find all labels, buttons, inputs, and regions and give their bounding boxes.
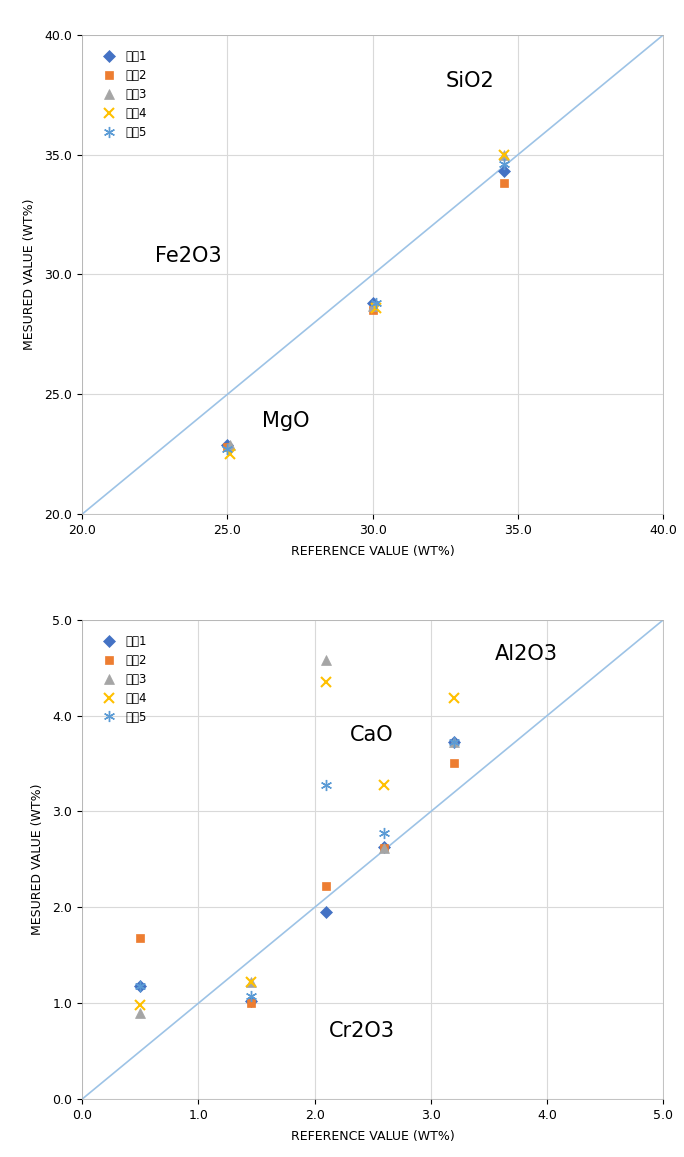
X-axis label: REFERENCE VALUE (WT%): REFERENCE VALUE (WT%) <box>291 1130 455 1143</box>
X-axis label: REFERENCE VALUE (WT%): REFERENCE VALUE (WT%) <box>291 545 455 558</box>
Legend: 계열1, 계열2, 계열3, 계열4, 계열5: 계열1, 계열2, 계열3, 계열4, 계열5 <box>88 626 157 734</box>
Text: SiO2: SiO2 <box>445 71 495 90</box>
Text: Al2O3: Al2O3 <box>495 643 558 664</box>
Text: Fe2O3: Fe2O3 <box>155 245 222 266</box>
Text: MgO: MgO <box>263 411 310 432</box>
Y-axis label: MESURED VALUE (WT%): MESURED VALUE (WT%) <box>23 199 36 351</box>
Text: Cr2O3: Cr2O3 <box>328 1020 395 1040</box>
Y-axis label: MESURED VALUE (WT%): MESURED VALUE (WT%) <box>31 783 44 935</box>
Legend: 계열1, 계열2, 계열3, 계열4, 계열5: 계열1, 계열2, 계열3, 계열4, 계열5 <box>88 40 157 148</box>
Text: CaO: CaO <box>350 725 393 745</box>
